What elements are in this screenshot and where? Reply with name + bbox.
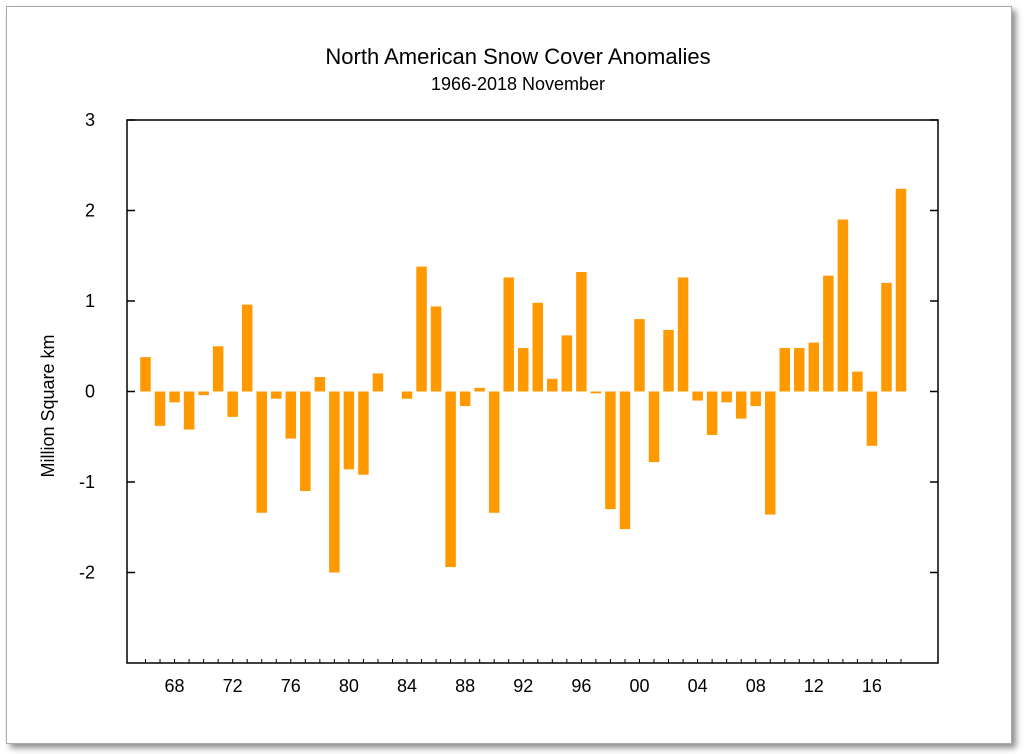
x-tick-label: 72 — [223, 676, 243, 696]
bar-1979 — [329, 391, 340, 573]
bar-1997 — [590, 391, 602, 394]
y-tick-label: 0 — [85, 382, 95, 402]
bar-2006 — [721, 391, 732, 403]
bar-1974 — [256, 391, 267, 513]
x-tick-label: 68 — [165, 676, 185, 696]
bar-1981 — [358, 391, 369, 475]
bar-1978 — [314, 377, 326, 392]
chart-subtitle: 1966-2018 November — [431, 74, 605, 94]
bar-1994 — [547, 378, 558, 392]
bar-1977 — [300, 391, 311, 492]
bar-1995 — [561, 335, 573, 392]
x-tick-label: 16 — [862, 676, 882, 696]
bar-1967 — [154, 391, 166, 426]
x-tick-label: 88 — [455, 676, 475, 696]
y-tick-label: 2 — [85, 201, 95, 221]
bar-1971 — [212, 346, 224, 392]
bar-1999 — [619, 391, 631, 530]
bar-2010 — [779, 348, 791, 392]
bar-2004 — [692, 391, 703, 401]
chart-title: North American Snow Cover Anomalies — [325, 44, 710, 69]
bar-1969 — [183, 391, 195, 430]
y-tick-label: -1 — [79, 472, 95, 492]
bar-1986 — [430, 306, 442, 392]
x-tick-label: 84 — [397, 676, 417, 696]
bar-2001 — [648, 391, 660, 463]
x-tick-label: 76 — [281, 676, 301, 696]
bar-2009 — [764, 391, 776, 515]
bar-1990 — [488, 391, 500, 513]
x-tick-label: 80 — [339, 676, 359, 696]
x-tick-label: 96 — [571, 676, 591, 696]
bar-1989 — [474, 387, 485, 392]
bar-2015 — [852, 371, 863, 392]
y-axis-label: Million Square km — [38, 334, 58, 477]
bar-1985 — [416, 266, 427, 392]
x-tick-label: 12 — [804, 676, 824, 696]
bar-2005 — [706, 391, 718, 435]
bar-1992 — [518, 348, 529, 392]
bar-2007 — [735, 391, 747, 419]
bar-1966 — [140, 357, 151, 392]
bar-1993 — [532, 302, 544, 392]
axes-group: 3 2 1 0 -1 -2 68 72 76 80 84 88 92 96 00 04 08 12 16 — [79, 110, 938, 696]
y-tick-label: -2 — [79, 563, 95, 583]
y-tick-label: 1 — [85, 291, 95, 311]
bar-2012 — [808, 342, 820, 392]
bar-1970 — [198, 391, 209, 396]
bar-2000 — [634, 319, 645, 392]
bar-1973 — [241, 304, 253, 392]
x-tick-label: 04 — [688, 676, 708, 696]
bar-2013 — [823, 275, 834, 392]
bar-2002 — [663, 329, 674, 392]
bar-2017 — [881, 282, 892, 392]
plot-area-border — [126, 119, 939, 664]
bar-2008 — [750, 391, 761, 406]
bar-1987 — [445, 391, 456, 568]
bar-2003 — [677, 277, 689, 392]
bars-group — [140, 188, 907, 573]
bar-1972 — [227, 391, 238, 417]
bar-1991 — [503, 277, 514, 392]
bar-1975 — [271, 391, 282, 399]
bar-1996 — [576, 272, 587, 392]
bar-1984 — [401, 391, 413, 399]
bar-1988 — [459, 391, 471, 406]
bar-2014 — [837, 219, 849, 392]
bar-1968 — [169, 391, 180, 403]
bar-1976 — [285, 391, 297, 439]
bar-2011 — [794, 348, 805, 392]
x-tick-label: 92 — [513, 676, 533, 696]
bar-1980 — [343, 391, 355, 470]
x-tick-label: 00 — [629, 676, 649, 696]
bar-2018 — [895, 188, 907, 392]
y-tick-label: 3 — [85, 110, 95, 130]
bar-1998 — [605, 391, 616, 510]
bar-2016 — [866, 391, 878, 446]
bar-1982 — [372, 373, 384, 392]
x-tick-label: 08 — [746, 676, 766, 696]
